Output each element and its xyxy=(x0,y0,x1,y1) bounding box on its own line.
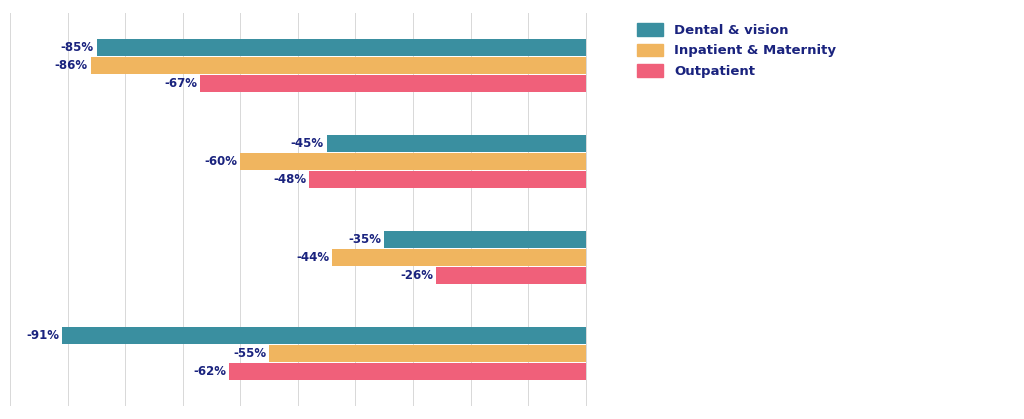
Bar xyxy=(384,231,586,248)
Text: -48%: -48% xyxy=(273,173,306,186)
Bar xyxy=(96,39,586,56)
Text: -35%: -35% xyxy=(348,233,381,246)
Text: -86%: -86% xyxy=(55,59,88,72)
Legend: Dental & vision, Inpatient & Maternity, Outpatient: Dental & vision, Inpatient & Maternity, … xyxy=(633,19,840,82)
Text: -26%: -26% xyxy=(400,269,433,282)
Bar xyxy=(327,134,586,152)
Text: -62%: -62% xyxy=(193,365,226,378)
Bar xyxy=(200,75,586,92)
Text: -60%: -60% xyxy=(205,155,238,168)
Text: -55%: -55% xyxy=(233,347,266,360)
Text: -85%: -85% xyxy=(60,41,93,54)
Text: -91%: -91% xyxy=(27,329,59,342)
Bar xyxy=(241,153,586,170)
Bar xyxy=(436,267,586,285)
Bar xyxy=(91,57,586,74)
Text: -45%: -45% xyxy=(291,137,324,150)
Text: -44%: -44% xyxy=(297,251,330,264)
Text: -67%: -67% xyxy=(164,77,198,90)
Bar xyxy=(309,171,586,188)
Bar xyxy=(333,249,586,266)
Bar xyxy=(269,345,586,362)
Bar xyxy=(62,327,586,344)
Bar xyxy=(229,363,586,380)
